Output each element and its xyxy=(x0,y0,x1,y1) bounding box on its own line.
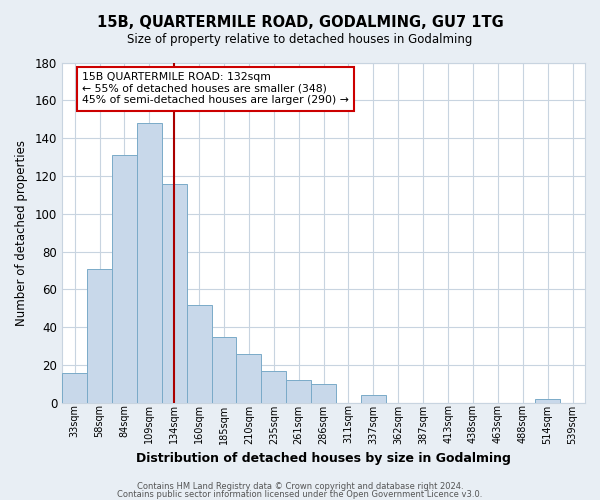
Bar xyxy=(112,155,137,403)
Bar xyxy=(262,371,286,403)
Text: Contains public sector information licensed under the Open Government Licence v3: Contains public sector information licen… xyxy=(118,490,482,499)
Y-axis label: Number of detached properties: Number of detached properties xyxy=(15,140,28,326)
Bar xyxy=(535,399,560,403)
Bar xyxy=(361,396,386,403)
Bar xyxy=(137,123,162,403)
Bar xyxy=(87,268,112,403)
Bar xyxy=(187,304,212,403)
Text: 15B QUARTERMILE ROAD: 132sqm
← 55% of detached houses are smaller (348)
45% of s: 15B QUARTERMILE ROAD: 132sqm ← 55% of de… xyxy=(82,72,349,105)
Text: 15B, QUARTERMILE ROAD, GODALMING, GU7 1TG: 15B, QUARTERMILE ROAD, GODALMING, GU7 1T… xyxy=(97,15,503,30)
Bar xyxy=(236,354,262,403)
Bar xyxy=(62,372,87,403)
Bar xyxy=(311,384,336,403)
Bar xyxy=(212,336,236,403)
X-axis label: Distribution of detached houses by size in Godalming: Distribution of detached houses by size … xyxy=(136,452,511,465)
Bar xyxy=(162,184,187,403)
Text: Contains HM Land Registry data © Crown copyright and database right 2024.: Contains HM Land Registry data © Crown c… xyxy=(137,482,463,491)
Text: Size of property relative to detached houses in Godalming: Size of property relative to detached ho… xyxy=(127,32,473,46)
Bar xyxy=(286,380,311,403)
